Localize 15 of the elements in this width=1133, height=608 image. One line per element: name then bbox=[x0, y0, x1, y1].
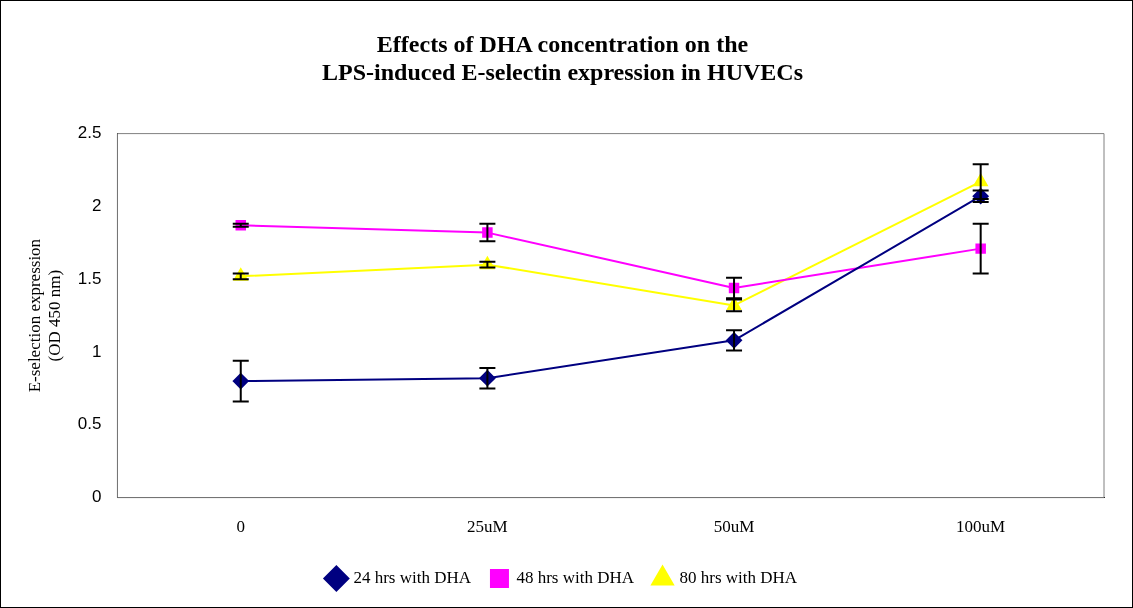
y-tick-label: 2 bbox=[91, 196, 102, 216]
x-tick-label: 100uM bbox=[956, 517, 1006, 537]
x-tick-label: 0 bbox=[236, 517, 245, 537]
x-tick-label: 25uM bbox=[467, 517, 508, 537]
legend-label: 80 hrs with DHA bbox=[679, 567, 798, 587]
legend-label: 48 hrs with DHA bbox=[516, 567, 635, 587]
y-tick-label: 0.5 bbox=[77, 414, 102, 434]
x-tick-label: 50uM bbox=[713, 517, 755, 537]
y-axis-title: E-selection expression (OD 450 nm) bbox=[24, 238, 65, 393]
chart-title: Effects of DHA concentration on the LPS-induced E-selectin expression in HUVECs bbox=[322, 30, 803, 86]
y-tick-label: 2.5 bbox=[77, 123, 102, 143]
legend-label: 24 hrs with DHA bbox=[353, 567, 472, 587]
y-tick-label: 0 bbox=[91, 487, 102, 507]
y-tick-label: 1 bbox=[91, 341, 102, 361]
y-tick-label: 1.5 bbox=[77, 268, 102, 288]
